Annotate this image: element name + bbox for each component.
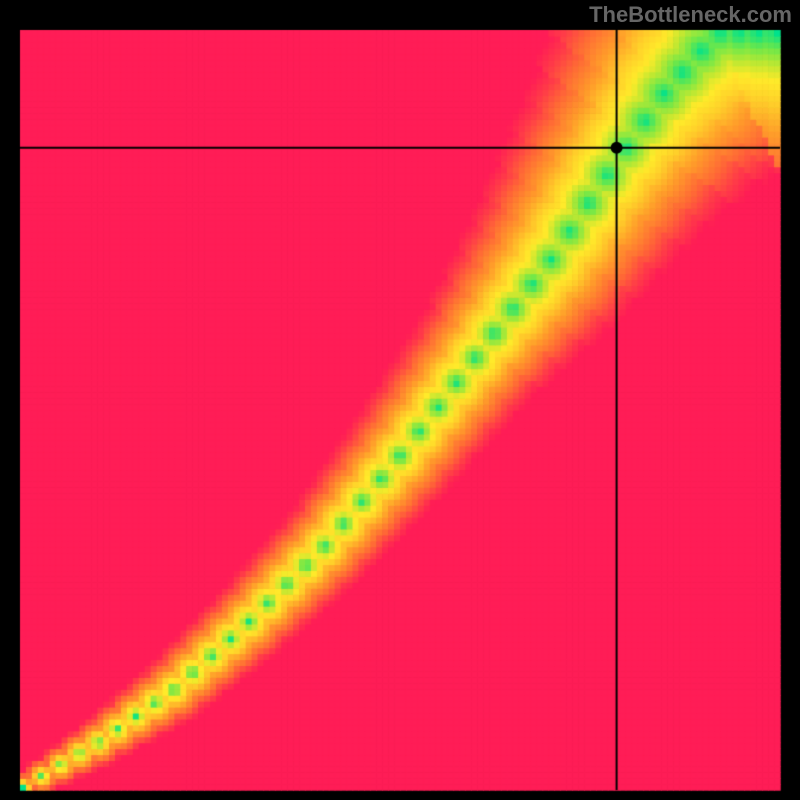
heatmap-canvas [0,0,800,800]
chart-container: TheBottleneck.com [0,0,800,800]
watermark-text: TheBottleneck.com [589,2,792,28]
